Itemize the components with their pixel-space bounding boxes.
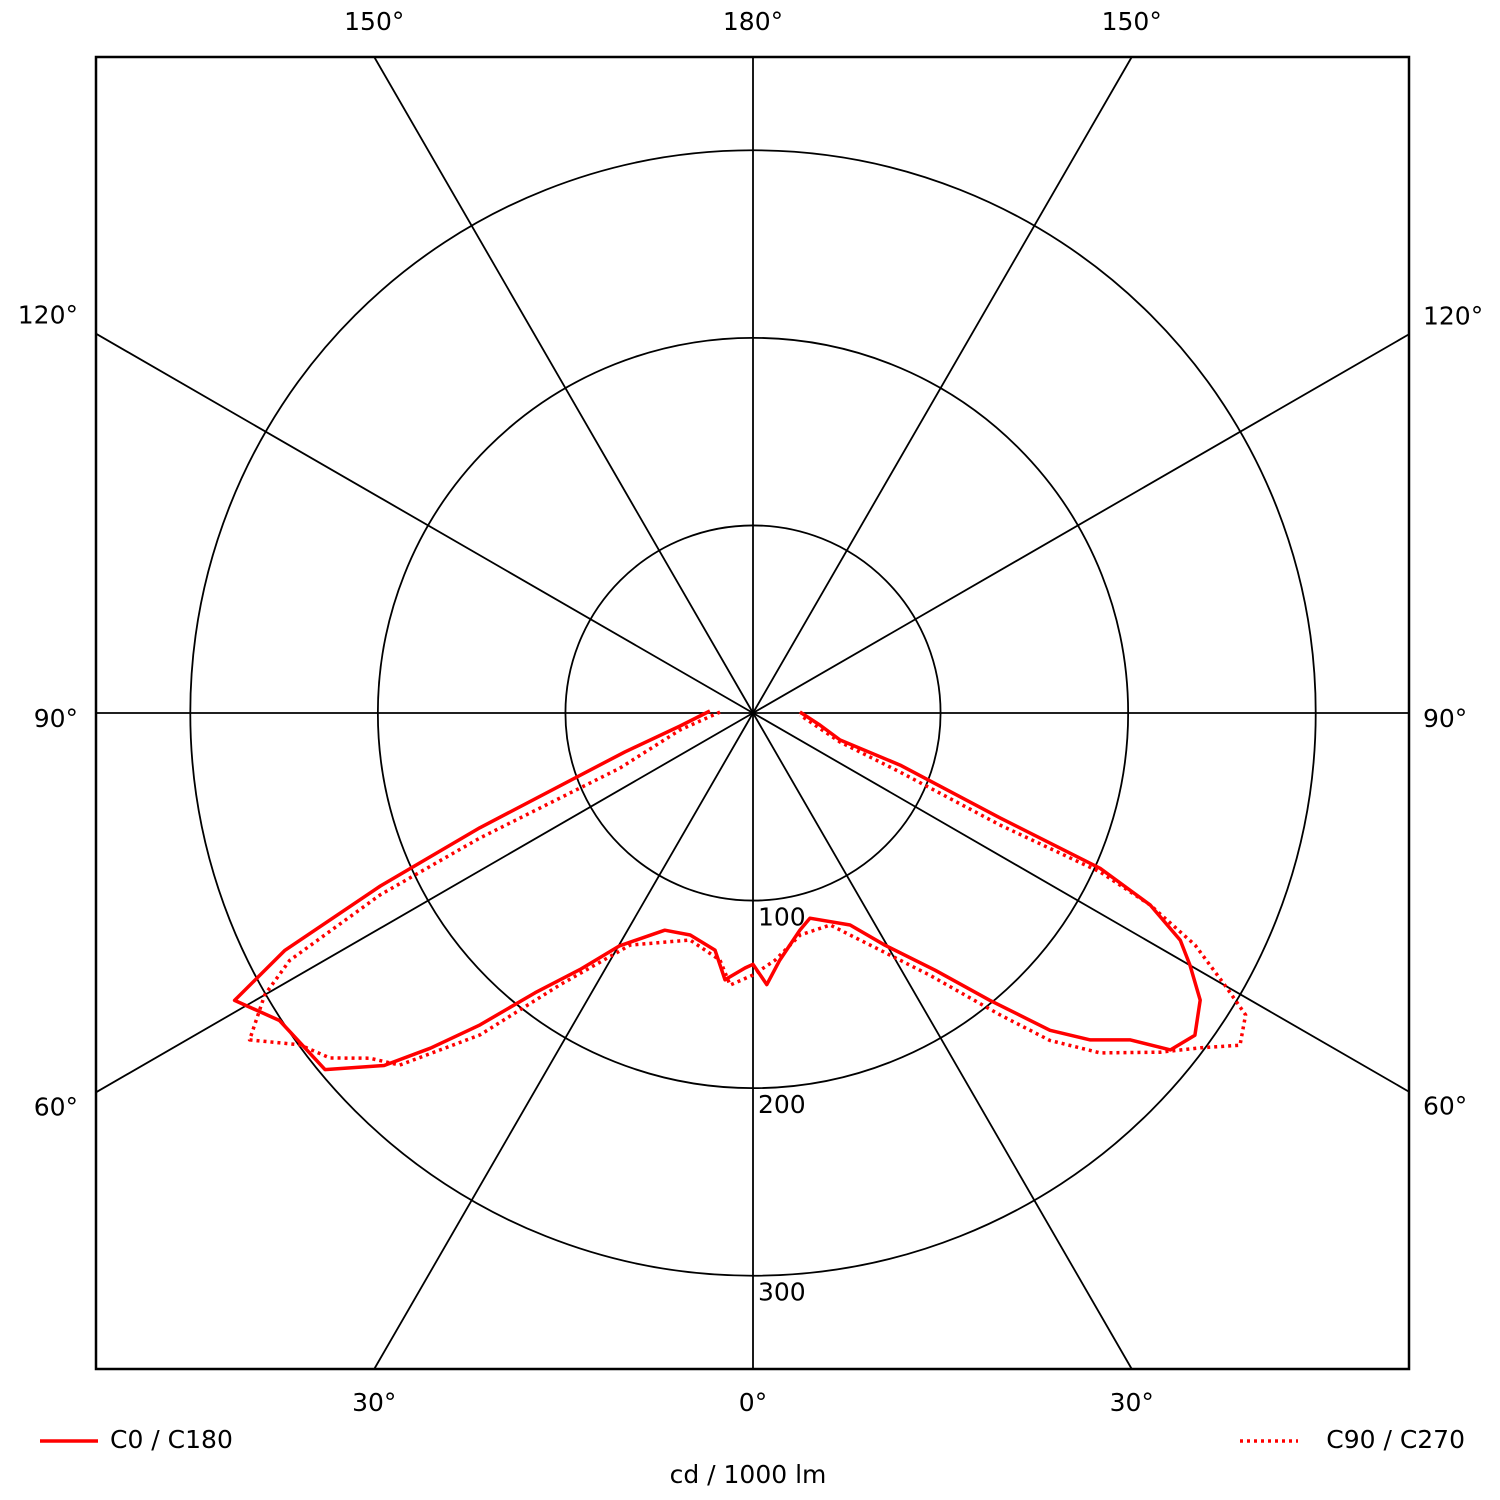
legend-label: C90 / C270: [1326, 1425, 1465, 1454]
intensity-curve: [232, 709, 1202, 1072]
angle-tick-label: 30°: [352, 1388, 396, 1417]
legend-label: C0 / C180: [110, 1425, 233, 1454]
angle-tick-label: 30°: [1110, 1388, 1154, 1417]
angle-tick-label: 60°: [1423, 1092, 1467, 1121]
unit-label: cd / 1000 lm: [670, 1460, 827, 1489]
angle-tick-label: 120°: [18, 301, 78, 330]
angle-tick-label: 150°: [344, 7, 404, 36]
angle-tick-label: 180°: [723, 7, 783, 36]
r-tick-label: 300: [758, 1278, 806, 1307]
angle-tick-label: 0°: [739, 1388, 767, 1417]
grid-ray: [373, 56, 754, 714]
angle-tick-label: 150°: [1102, 7, 1162, 36]
grid-ray: [95, 332, 754, 714]
intensity-curve: [247, 710, 1248, 1067]
grid-ray: [95, 712, 754, 1094]
r-tick-label: 100: [758, 903, 806, 932]
grid-ray: [373, 712, 754, 1370]
angle-tick-label: 60°: [34, 1092, 78, 1121]
grid-ray: [752, 712, 1133, 1370]
angle-tick-label: 90°: [34, 704, 78, 733]
r-tick-label: 200: [758, 1090, 806, 1119]
angle-tick-label: 120°: [1423, 301, 1483, 330]
grid-ray: [752, 333, 1410, 714]
angle-tick-label: 90°: [1423, 704, 1467, 733]
grid-ray: [752, 56, 1133, 714]
grid-ray: [752, 712, 1410, 1093]
